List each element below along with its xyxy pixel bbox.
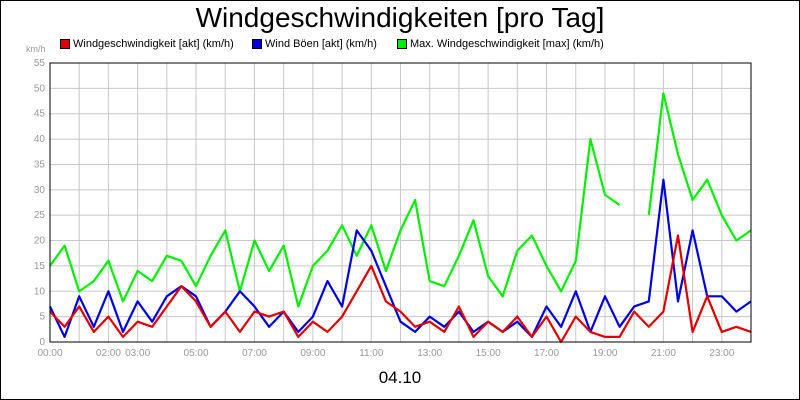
- legend-item-wind-speed: Windgeschwindigkeit [akt] (km/h): [60, 38, 234, 50]
- legend-label: Wind Böen [akt] (km/h): [265, 38, 377, 50]
- y-tick-label: 45: [34, 109, 46, 120]
- y-tick-label: 40: [34, 134, 46, 145]
- series-line-0: [49, 234, 752, 344]
- chart-title: Windgeschwindigkeiten [pro Tag]: [195, 2, 605, 33]
- x-tick-label: 00:00: [37, 348, 62, 359]
- x-tick-label: 21:00: [651, 348, 676, 359]
- x-axis-date-label: 04.10: [378, 368, 422, 387]
- x-tick-label: 15:00: [476, 348, 501, 359]
- x-tick-label: 19:00: [592, 348, 617, 359]
- x-tick-label: 07:00: [242, 348, 267, 359]
- y-tick-label: 20: [34, 236, 46, 247]
- y-tick-label: 15: [34, 261, 46, 272]
- y-tick-label: 30: [34, 185, 46, 196]
- x-tick-labels: 00:00 02:00 03:00 05:00 07:00 09:00 11:00 13:00…: [37, 348, 734, 359]
- series-line-2: [49, 138, 621, 308]
- x-tick-label: 23:00: [709, 348, 734, 359]
- legend-swatch: [252, 39, 262, 49]
- y-tick-label: 55: [34, 58, 46, 69]
- x-tick-label: 05:00: [184, 348, 209, 359]
- x-tick-label: 02:00: [96, 348, 121, 359]
- y-tick-labels: 0 5 10 15 20 25 30 35 40 45 50 55: [34, 58, 46, 348]
- y-tick-label: 10: [34, 286, 46, 297]
- series-line-2: [647, 92, 752, 242]
- y-axis-unit: km/h: [26, 44, 46, 54]
- x-tick-label: 03:00: [125, 348, 150, 359]
- legend-label: Windgeschwindigkeit [akt] (km/h): [73, 38, 234, 50]
- x-tick-label: 13:00: [417, 348, 442, 359]
- y-tick-label: 0: [39, 337, 45, 348]
- series-line-1: [49, 178, 752, 338]
- y-tick-label: 35: [34, 159, 46, 170]
- legend-swatch: [397, 39, 407, 49]
- y-tick-label: 50: [34, 83, 46, 94]
- legend-label: Max. Windgeschwindigkeit [max] (km/h): [410, 38, 604, 50]
- legend-item-max-wind-speed: Max. Windgeschwindigkeit [max] (km/h): [397, 38, 604, 50]
- x-tick-label: 09:00: [300, 348, 325, 359]
- series-lines: [49, 92, 752, 344]
- legend-item-gusts: Wind Böen [akt] (km/h): [252, 38, 377, 50]
- x-tick-label: 11:00: [359, 348, 384, 359]
- plot-area: [49, 62, 752, 343]
- y-tick-label: 5: [39, 312, 45, 323]
- grid-lines: [49, 62, 752, 343]
- y-tick-label: 25: [34, 210, 46, 221]
- x-tick-label: 17:00: [534, 348, 559, 359]
- legend-swatch: [60, 39, 70, 49]
